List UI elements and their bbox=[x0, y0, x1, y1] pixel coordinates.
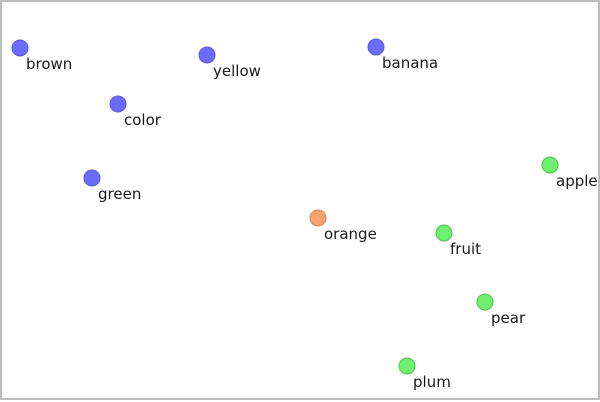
point-apple: apple bbox=[541, 156, 598, 190]
point-yellow: yellow bbox=[198, 46, 261, 80]
point-label: apple bbox=[556, 172, 598, 190]
point-marker bbox=[367, 38, 385, 56]
point-marker bbox=[398, 357, 416, 375]
point-label: color bbox=[124, 111, 162, 129]
point-brown: brown bbox=[11, 39, 72, 73]
point-pear: pear bbox=[476, 293, 526, 327]
point-orange: orange bbox=[309, 209, 377, 243]
point-marker bbox=[309, 209, 327, 227]
point-label: pear bbox=[491, 309, 526, 327]
point-marker bbox=[83, 169, 101, 187]
point-label: green bbox=[98, 185, 141, 203]
point-green: green bbox=[83, 169, 141, 203]
point-label: orange bbox=[324, 225, 377, 243]
point-label: plum bbox=[413, 373, 451, 391]
point-marker bbox=[435, 224, 453, 242]
point-fruit: fruit bbox=[435, 224, 481, 258]
point-marker bbox=[11, 39, 29, 57]
point-plum: plum bbox=[398, 357, 451, 391]
point-label: brown bbox=[26, 55, 72, 73]
point-color: color bbox=[109, 95, 162, 129]
point-marker bbox=[109, 95, 127, 113]
point-label: banana bbox=[382, 54, 438, 72]
point-marker bbox=[541, 156, 559, 174]
point-marker bbox=[198, 46, 216, 64]
point-label: fruit bbox=[450, 240, 481, 258]
point-label: yellow bbox=[213, 62, 261, 80]
point-marker bbox=[476, 293, 494, 311]
point-banana: banana bbox=[367, 38, 438, 72]
